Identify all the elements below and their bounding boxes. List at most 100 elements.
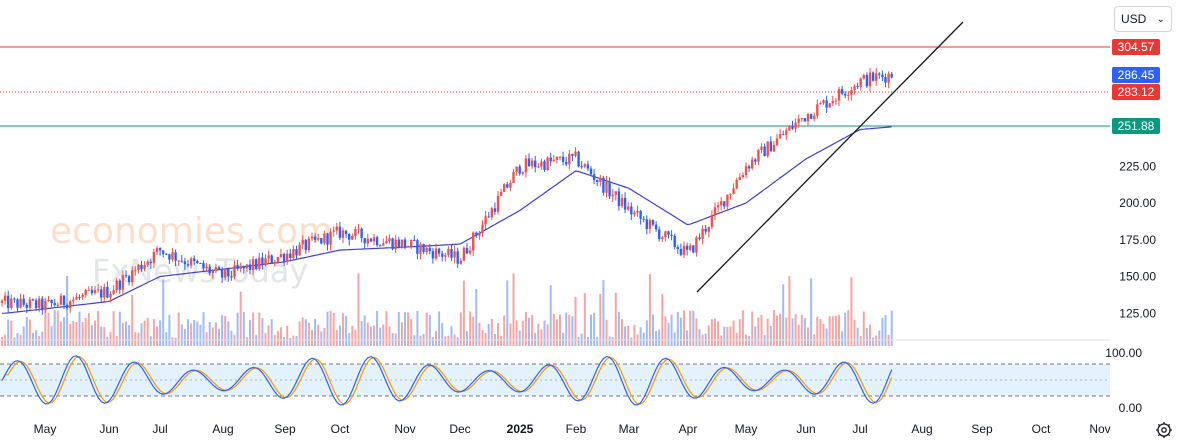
currency-value: USD — [1121, 12, 1147, 26]
volume-bar — [872, 337, 875, 346]
candle-body — [341, 230, 345, 238]
settings-button[interactable] — [1154, 420, 1174, 440]
volume-bar — [723, 326, 726, 346]
volume-bar — [726, 326, 729, 346]
candle — [84, 288, 87, 298]
time-label: Oct — [1032, 422, 1051, 436]
candle — [636, 205, 639, 217]
candle-body — [552, 159, 555, 162]
candle — [828, 102, 831, 108]
volume-bar — [307, 322, 310, 346]
candle-body — [152, 252, 156, 264]
volume-bar — [84, 318, 87, 346]
candle — [565, 156, 568, 166]
candle-body — [348, 234, 351, 240]
candle-body — [692, 245, 695, 253]
volume-bar — [735, 332, 738, 346]
volume-bar — [230, 330, 233, 346]
volume-bar — [794, 314, 797, 346]
candle — [481, 220, 484, 238]
candle — [329, 228, 332, 251]
currency-select[interactable]: USD ⌄ — [1114, 6, 1172, 32]
candle — [338, 221, 342, 240]
watermark-fxnewstoday: FxNewsToday — [92, 252, 308, 290]
candle — [298, 242, 301, 256]
candle — [685, 242, 689, 256]
candle-body — [871, 72, 875, 81]
candle — [583, 163, 586, 169]
time-label: Sep — [971, 422, 993, 436]
price-tick: 200.00 — [1119, 196, 1156, 210]
candle-body — [837, 89, 841, 101]
volume-bar — [320, 331, 323, 346]
candle-body — [627, 206, 630, 210]
time-label: Mar — [619, 422, 640, 436]
price-tag-label: 251.88 — [1118, 119, 1155, 133]
volume-bar — [63, 317, 65, 346]
candle — [676, 244, 679, 254]
price-tag-label: 304.57 — [1118, 40, 1155, 54]
candle-body — [664, 231, 667, 238]
candle-body — [65, 305, 69, 309]
candle-body — [183, 261, 187, 265]
candle-body — [25, 304, 28, 308]
candle-body — [127, 276, 131, 283]
candle — [468, 246, 472, 256]
candle-body — [484, 216, 487, 225]
candle-body — [465, 247, 469, 254]
candle-body — [515, 166, 518, 173]
candle — [871, 71, 875, 82]
candle-body — [413, 239, 416, 241]
candle — [875, 67, 878, 86]
candle — [134, 266, 137, 276]
candle-body — [850, 90, 853, 95]
candle-body — [782, 134, 785, 136]
price-axis[interactable]: 125.00 150.00 175.00 200.00 225.00 100.00 0.00 — [1105, 159, 1156, 415]
volume-bar — [816, 316, 819, 346]
trendline[interactable] — [696, 21, 964, 293]
candle-body — [661, 237, 664, 239]
candle — [65, 303, 69, 310]
candle-body — [134, 270, 137, 272]
candle-body — [450, 248, 453, 258]
volume-bar — [100, 326, 103, 346]
candle-body — [710, 214, 714, 227]
candle-body — [571, 153, 574, 156]
volume-bar — [621, 319, 623, 346]
volume-bar — [506, 280, 509, 346]
volume-bar — [289, 337, 292, 346]
candle-body — [199, 263, 202, 265]
candle-body — [351, 236, 354, 240]
volume-bar — [227, 321, 230, 346]
candle-body — [447, 248, 450, 256]
volume-bar — [345, 316, 348, 346]
candle — [323, 230, 326, 246]
candle-body — [205, 266, 208, 269]
candle-body — [140, 264, 143, 270]
price-tag-286.45: 286.45 — [1112, 67, 1160, 83]
volume-bar — [360, 321, 363, 346]
candle-body — [313, 236, 317, 240]
candle — [143, 261, 146, 272]
candle — [670, 230, 673, 241]
candle — [614, 191, 617, 201]
volume-bar — [844, 312, 847, 346]
candle — [50, 299, 53, 308]
candle-body — [90, 289, 94, 294]
candle — [856, 82, 859, 90]
volume-bar — [252, 312, 255, 346]
volume-bar — [376, 311, 379, 346]
candle — [304, 238, 307, 254]
time-label: Aug — [911, 422, 932, 436]
volume-bar — [754, 326, 757, 346]
candle-body — [338, 226, 342, 238]
candle-body — [31, 299, 35, 301]
candle-body — [720, 201, 723, 206]
candle — [617, 187, 621, 211]
price-tag-bg — [1112, 67, 1160, 83]
candle-body — [242, 266, 245, 269]
candle — [13, 297, 16, 303]
volume-bar — [137, 332, 140, 346]
time-axis[interactable]: May Jun Jul Aug Sep Oct Nov Dec 2025 Feb Mar Apr May… — [34, 422, 1111, 436]
